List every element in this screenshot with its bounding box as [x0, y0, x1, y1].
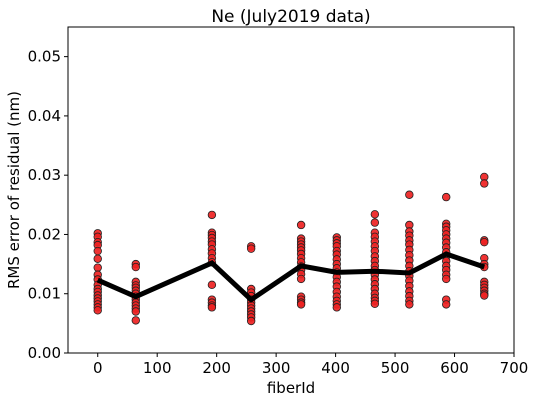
data-point	[93, 263, 102, 272]
y-tick-label: 0.02	[28, 225, 61, 243]
x-tick-label: 0	[93, 359, 103, 377]
data-point	[480, 179, 489, 188]
y-tick-label: 0.03	[28, 166, 61, 184]
data-point	[246, 316, 256, 326]
data-point	[93, 306, 102, 315]
data-point	[131, 316, 140, 325]
data-point	[207, 280, 217, 290]
data-point	[370, 210, 380, 219]
series-line	[96, 251, 486, 303]
x-tick-label: 200	[202, 359, 231, 377]
data-point	[131, 262, 140, 272]
data-point	[93, 254, 102, 263]
x-tick-label: 600	[440, 359, 469, 377]
data-point	[296, 220, 306, 230]
data-point	[207, 303, 217, 312]
data-point	[246, 244, 256, 253]
data-point	[207, 210, 217, 220]
x-tick-label: 500	[381, 359, 410, 377]
y-axis-label: RMS error of residual (nm)	[5, 91, 23, 289]
y-tick-label: 0.00	[28, 344, 61, 362]
data-point	[296, 300, 306, 309]
y-tick-label: 0.04	[28, 107, 61, 125]
chart-title: Ne (July2019 data)	[211, 7, 370, 27]
data-point	[442, 300, 451, 309]
data-point	[370, 218, 380, 227]
data-point	[480, 291, 489, 300]
x-tick-label: 400	[321, 359, 350, 377]
data-point	[332, 303, 341, 312]
y-tick-label: 0.01	[28, 285, 61, 303]
data-point	[480, 237, 489, 247]
data-point	[405, 300, 414, 309]
data-point	[370, 299, 380, 308]
y-tick-label: 0.05	[28, 48, 61, 66]
data-points	[93, 172, 489, 326]
y-axis-ticks: 0.00 0.01 0.02 0.03 0.04 0.05	[28, 48, 68, 362]
data-point	[93, 246, 102, 256]
data-point	[405, 190, 414, 199]
x-axis-label: fiberId	[267, 379, 315, 397]
data-point	[296, 274, 306, 284]
x-axis-ticks: 0 100 200 300 400 500 600 700	[93, 353, 528, 377]
x-tick-label: 300	[262, 359, 291, 377]
x-tick-label: 100	[143, 359, 172, 377]
data-point	[442, 274, 451, 284]
data-point	[131, 307, 140, 316]
data-point	[442, 192, 451, 202]
x-tick-label: 700	[500, 359, 529, 377]
plot-frame	[67, 26, 515, 354]
